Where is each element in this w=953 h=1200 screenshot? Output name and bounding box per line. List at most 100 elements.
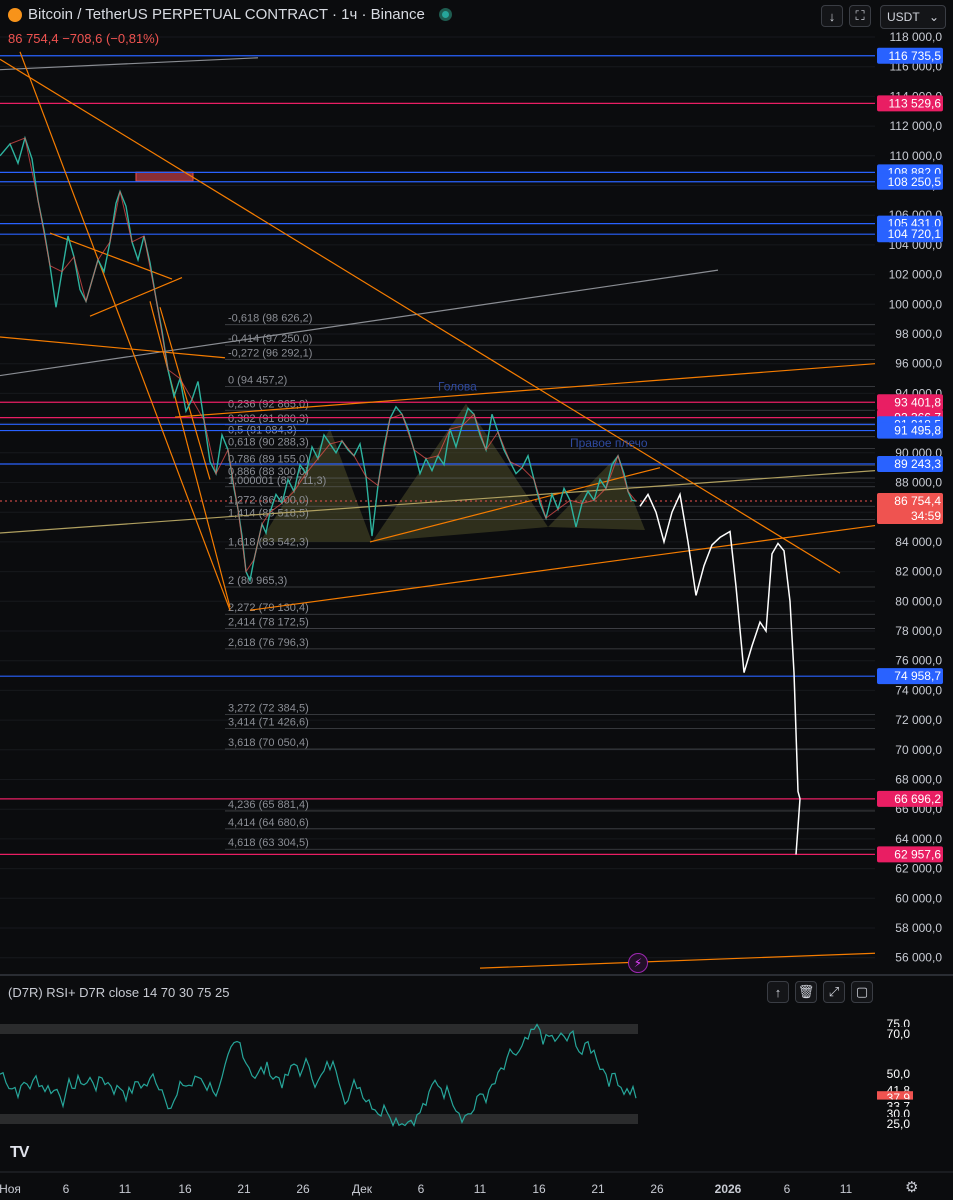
price-axis-tick: 112 000,0 bbox=[890, 119, 943, 133]
price-label-text: 66 696,2 bbox=[894, 792, 941, 806]
fib-level-label: 0,886 (88 300,0) bbox=[228, 466, 309, 478]
time-axis-tick: 6 bbox=[784, 1182, 791, 1196]
trend-line bbox=[479, 952, 876, 969]
rsi-move-up-button[interactable]: ↑ bbox=[767, 981, 789, 1003]
arrow-up-icon: ↑ bbox=[774, 984, 782, 1000]
trend-line bbox=[0, 58, 841, 574]
lightning-event-icon[interactable]: ⚡ bbox=[628, 953, 648, 973]
price-axis-tick: 80 000,0 bbox=[895, 594, 942, 608]
price-label-text: 74 958,7 bbox=[894, 669, 941, 683]
time-axis-tick: 6 bbox=[418, 1182, 425, 1196]
price-axis-tick: 68 000,0 bbox=[895, 773, 942, 787]
rsi-collapse-button[interactable]: ⤢ bbox=[823, 981, 845, 1003]
currency-value: USDT bbox=[887, 10, 920, 24]
fib-level-label: 3,414 (71 426,6) bbox=[228, 717, 309, 729]
fib-level-label: 4,618 (63 304,5) bbox=[228, 837, 309, 849]
fib-level-label: 1,618 (83 542,3) bbox=[228, 537, 309, 549]
time-axis-tick: 26 bbox=[296, 1182, 310, 1196]
price-axis-tick: 72 000,0 bbox=[895, 713, 942, 727]
time-axis-tick: 11 bbox=[840, 1182, 853, 1196]
time-axis-tick: 11 bbox=[474, 1182, 487, 1196]
fib-level-label: 0,618 (90 288,3) bbox=[228, 437, 309, 449]
trend-line bbox=[0, 470, 876, 534]
last-price-badge bbox=[877, 492, 943, 524]
trend-line bbox=[19, 51, 231, 611]
time-axis-tick: 16 bbox=[178, 1182, 192, 1196]
price-axis-tick: 100 000,0 bbox=[889, 297, 943, 311]
price-axis-tick: 70 000,0 bbox=[895, 743, 942, 757]
fib-level-label: 3,272 (72 384,5) bbox=[228, 702, 309, 714]
rsi-label: 70,0 bbox=[887, 1027, 911, 1041]
time-axis-tick: 6 bbox=[63, 1182, 70, 1196]
price-axis-tick: 60 000,0 bbox=[895, 891, 942, 905]
price-axis-tick: 110 000,0 bbox=[890, 149, 943, 163]
fib-level-label: 0,786 (89 155,0) bbox=[228, 453, 309, 465]
rsi-label-badge bbox=[877, 1117, 913, 1131]
price-axis-tick: 74 000,0 bbox=[895, 683, 942, 697]
fib-level-label: -0,618 (98 626,2) bbox=[228, 313, 312, 325]
fib-level-label: 1,000001 (87 711,3) bbox=[228, 475, 326, 487]
trend-line bbox=[249, 524, 876, 611]
download-button[interactable]: ↓ bbox=[821, 5, 843, 27]
price-axis-tick: 82 000,0 bbox=[895, 565, 942, 579]
trend-line bbox=[149, 301, 231, 608]
fullscreen-button[interactable]: ⛶ bbox=[849, 5, 871, 27]
fib-level-label: 4,414 (64 680,6) bbox=[228, 817, 309, 829]
fib-level-label: 1,272 (86 400,0) bbox=[228, 494, 309, 506]
chart-title: Bitcoin / TetherUS PERPETUAL CONTRACT · … bbox=[28, 6, 425, 23]
price-label-text: 108 250,5 bbox=[888, 175, 942, 189]
price-label-badge bbox=[877, 846, 943, 863]
trend-line bbox=[0, 336, 226, 359]
price-label-text: 116 735,5 bbox=[889, 49, 942, 63]
price-label-text: 93 401,8 bbox=[894, 395, 941, 409]
price-label-badge bbox=[877, 173, 943, 190]
time-axis-tick: Ноя bbox=[0, 1182, 21, 1196]
supply-zone bbox=[135, 171, 194, 182]
price-axis-tick: 118 000,0 bbox=[890, 30, 943, 44]
rsi-delete-button[interactable]: 🗑 bbox=[795, 981, 817, 1003]
pattern-shape bbox=[260, 429, 372, 542]
price-label-text: 104 720,1 bbox=[888, 227, 942, 241]
time-axis-tick: 21 bbox=[237, 1182, 251, 1196]
collapse-icon: ⤢ bbox=[828, 984, 840, 999]
price-label-text: 113 529,6 bbox=[889, 96, 942, 110]
price-series bbox=[0, 135, 637, 583]
forecast-path bbox=[639, 491, 801, 855]
price-axis-tick: 56 000,0 bbox=[895, 951, 942, 965]
trend-line bbox=[0, 269, 719, 377]
price-label-badge bbox=[877, 790, 943, 807]
pattern-label-head: Голова bbox=[438, 379, 477, 393]
trend-line bbox=[0, 57, 259, 71]
trend-line bbox=[174, 363, 876, 418]
price-label-badge bbox=[877, 456, 943, 473]
trend-line bbox=[369, 467, 661, 543]
fib-level-label: 4,236 (65 881,4) bbox=[228, 799, 309, 811]
currency-select[interactable]: USDT ⌄ bbox=[880, 5, 946, 29]
pattern-label-right-shoulder: Правое плечо bbox=[570, 436, 648, 450]
price-change: 86 754,4 −708,6 (−0,81%) bbox=[8, 31, 160, 46]
time-axis-tick: 26 bbox=[650, 1182, 664, 1196]
maximize-icon: ▢ bbox=[855, 984, 869, 999]
download-icon: ↓ bbox=[828, 8, 836, 24]
time-axis-tick: 21 bbox=[591, 1182, 605, 1196]
price-axis-tick: 62 000,0 bbox=[895, 862, 942, 876]
price-axis-tick: 88 000,0 bbox=[895, 476, 942, 490]
fib-level-label: 3,618 (70 050,4) bbox=[228, 737, 309, 749]
time-axis-tick: Дек bbox=[352, 1182, 373, 1196]
trend-line bbox=[159, 307, 211, 480]
rsi-label-badge bbox=[877, 1027, 913, 1041]
last-price-countdown: 34:59 bbox=[911, 509, 941, 523]
bitcoin-icon bbox=[8, 7, 22, 22]
rsi-maximize-button[interactable]: ▢ bbox=[851, 981, 873, 1003]
price-axis-tick: 102 000,0 bbox=[889, 268, 943, 282]
price-series-down bbox=[9, 137, 637, 573]
trash-icon: 🗑 bbox=[797, 984, 815, 999]
rsi-title: (D7R) RSI+ D7R close 14 70 30 75 25 bbox=[8, 985, 230, 1000]
gear-icon[interactable]: ⚙ bbox=[905, 1179, 919, 1196]
rsi-label: 25,0 bbox=[887, 1117, 911, 1131]
chart-header: Bitcoin / TetherUS PERPETUAL CONTRACT · … bbox=[8, 6, 452, 23]
price-label-text: 62 957,6 bbox=[894, 847, 941, 861]
tradingview-logo: TV bbox=[10, 1144, 29, 1161]
price-axis-tick: 96 000,0 bbox=[895, 357, 942, 371]
